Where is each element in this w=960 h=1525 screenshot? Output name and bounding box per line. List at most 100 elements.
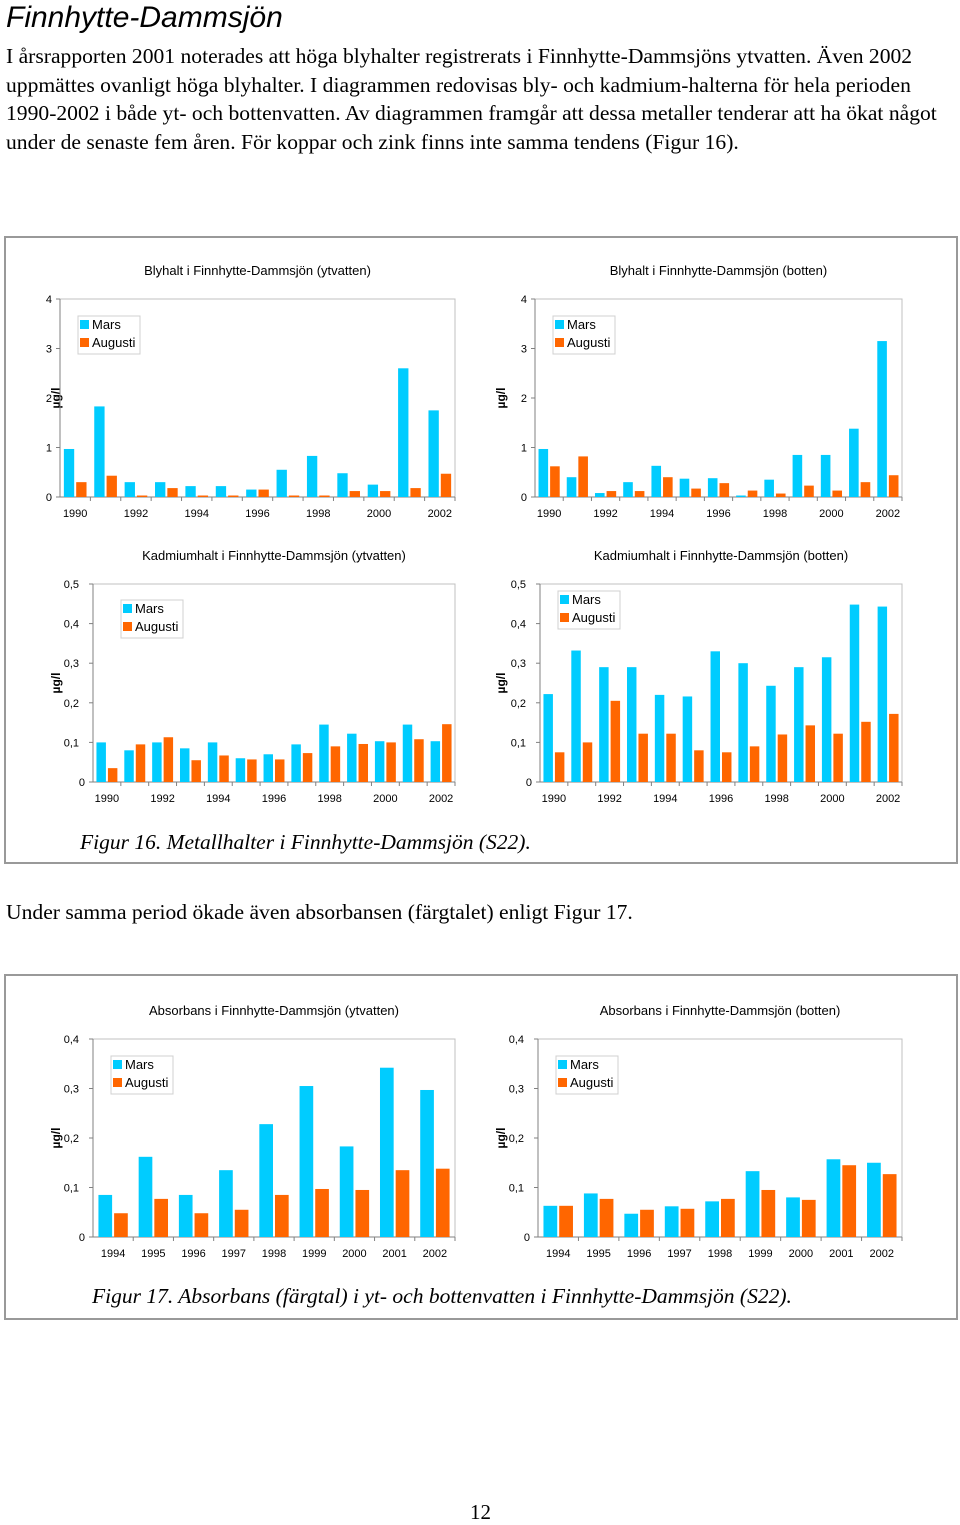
x-tick-label: 2002 — [428, 508, 452, 520]
bar-augusti-2002 — [440, 473, 452, 497]
page-title: Finnhytte-Dammsjön — [6, 1, 283, 34]
legend-label-augusti: Augusti — [572, 610, 615, 625]
bar-augusti-2002 — [435, 1168, 450, 1237]
bar-augusti-1998 — [275, 1194, 289, 1237]
bar-mars-2001 — [826, 1159, 841, 1237]
legend-label-mars: Mars — [135, 601, 164, 616]
y-tick-label: 0,3 — [511, 658, 526, 670]
bar-augusti-1993 — [638, 733, 648, 782]
bar-augusti-2001 — [414, 739, 424, 782]
x-tick-label: 1995 — [586, 1248, 610, 1260]
bar-mars-1990 — [96, 742, 106, 782]
bar-mars-2000 — [821, 657, 832, 782]
x-tick-label: 1990 — [542, 793, 566, 805]
bar-mars-1991 — [124, 750, 134, 782]
bar-augusti-2002 — [889, 713, 899, 782]
bar-mars-1993 — [155, 482, 166, 497]
bar-augusti-1999 — [804, 485, 814, 497]
bar-augusti-1997 — [749, 746, 760, 782]
y-tick-label: 0,4 — [64, 1034, 79, 1046]
x-tick-label: 1996 — [262, 793, 286, 805]
y-tick-label: 3 — [521, 344, 527, 356]
y-tick-label: 0 — [79, 777, 85, 789]
y-tick-label: 0,5 — [511, 579, 526, 591]
legend-swatch-mars — [123, 604, 132, 613]
y-tick-label: 0 — [524, 1232, 530, 1244]
bar-augusti-1993 — [191, 760, 201, 782]
bar-mars-1993 — [179, 748, 190, 782]
bar-augusti-1994 — [197, 495, 209, 497]
bar-mars-1990 — [538, 448, 549, 497]
y-tick-label: 0,2 — [509, 1133, 524, 1145]
x-tick-label: 1996 — [181, 1248, 205, 1260]
bar-augusti-2000 — [386, 742, 396, 782]
legend-swatch-augusti — [80, 338, 89, 347]
bar-mars-1997 — [219, 1170, 233, 1237]
bar-augusti-1996 — [722, 752, 732, 782]
bar-mars-2000 — [367, 484, 379, 497]
bar-mars-1996 — [246, 489, 257, 497]
legend-label-augusti: Augusti — [567, 335, 610, 350]
x-tick-label: 1997 — [222, 1248, 246, 1260]
bar-mars-2002 — [428, 410, 439, 497]
bar-augusti-2002 — [882, 1174, 897, 1237]
x-tick-label: 1996 — [627, 1248, 651, 1260]
x-tick-label: 1990 — [95, 793, 119, 805]
figure-16-frame — [4, 236, 958, 864]
bar-augusti-2001 — [842, 1165, 857, 1237]
bar-augusti-1990 — [76, 482, 87, 497]
y-tick-label: 0 — [79, 1232, 85, 1244]
legend-label-augusti: Augusti — [92, 335, 135, 350]
chart-title: Kadmiumhalt i Finnhytte-Dammsjön (ytvatt… — [142, 548, 406, 563]
bar-mars-1997 — [291, 744, 301, 782]
y-tick-label: 0,4 — [509, 1034, 524, 1046]
bar-mars-1995 — [682, 696, 693, 782]
y-tick-label: 0,1 — [64, 1183, 79, 1195]
x-tick-label: 1994 — [650, 508, 674, 520]
bar-augusti-1996 — [640, 1209, 654, 1237]
bar-mars-1992 — [594, 493, 605, 497]
y-tick-label: 0,1 — [509, 1183, 524, 1195]
bar-augusti-1998 — [775, 493, 786, 497]
bar-augusti-1998 — [777, 734, 788, 782]
x-tick-label: 1996 — [706, 508, 730, 520]
legend-label-augusti: Augusti — [135, 619, 178, 634]
x-tick-label: 1998 — [708, 1248, 732, 1260]
x-tick-label: 1994 — [101, 1248, 125, 1260]
bar-mars-1999 — [337, 473, 348, 497]
bar-mars-2000 — [374, 741, 385, 782]
chart-blyhalt-ytvatten: Blyhalt i Finnhytte-Dammsjön (ytvatten)µ… — [46, 263, 456, 520]
bar-mars-1993 — [626, 667, 637, 782]
y-axis-label: µg/l — [49, 673, 63, 694]
bar-augusti-1998 — [330, 746, 341, 782]
chart-absorbans-ytvatten: Absorbans i Finnhytte-Dammsjön (ytvatten… — [49, 1003, 456, 1260]
y-tick-label: 0,1 — [511, 737, 526, 749]
y-axis-label: µg/l — [494, 673, 508, 694]
bar-augusti-1995 — [694, 750, 704, 782]
chart-title: Blyhalt i Finnhytte-Dammsjön (ytvatten) — [144, 263, 371, 278]
bar-augusti-1991 — [578, 456, 588, 497]
bar-augusti-1999 — [761, 1189, 776, 1237]
bar-mars-1998 — [306, 455, 318, 497]
legend-swatch-mars — [558, 1060, 567, 1069]
bar-augusti-1995 — [154, 1198, 169, 1237]
bar-augusti-1991 — [135, 744, 146, 782]
x-tick-label: 1992 — [124, 508, 148, 520]
figure-17-caption: Figur 17. Absorbans (färgtal) i yt- och … — [92, 1284, 792, 1308]
x-tick-label: 2000 — [789, 1248, 813, 1260]
legend-swatch-mars — [80, 320, 89, 329]
x-tick-label: 1992 — [597, 793, 621, 805]
bar-augusti-1997 — [747, 490, 758, 497]
legend-label-mars: Mars — [125, 1057, 154, 1072]
bar-augusti-1995 — [247, 759, 257, 782]
bar-augusti-2000 — [801, 1199, 816, 1237]
bar-augusti-2001 — [395, 1170, 410, 1237]
legend-label-mars: Mars — [92, 317, 121, 332]
bar-augusti-1999 — [315, 1188, 329, 1237]
chart-title: Blyhalt i Finnhytte-Dammsjön (botten) — [610, 263, 827, 278]
bar-augusti-2001 — [861, 721, 871, 782]
bar-mars-1998 — [766, 685, 776, 782]
x-tick-label: 2002 — [429, 793, 453, 805]
bar-mars-1992 — [124, 482, 135, 497]
page-number: 12 — [470, 1500, 491, 1524]
